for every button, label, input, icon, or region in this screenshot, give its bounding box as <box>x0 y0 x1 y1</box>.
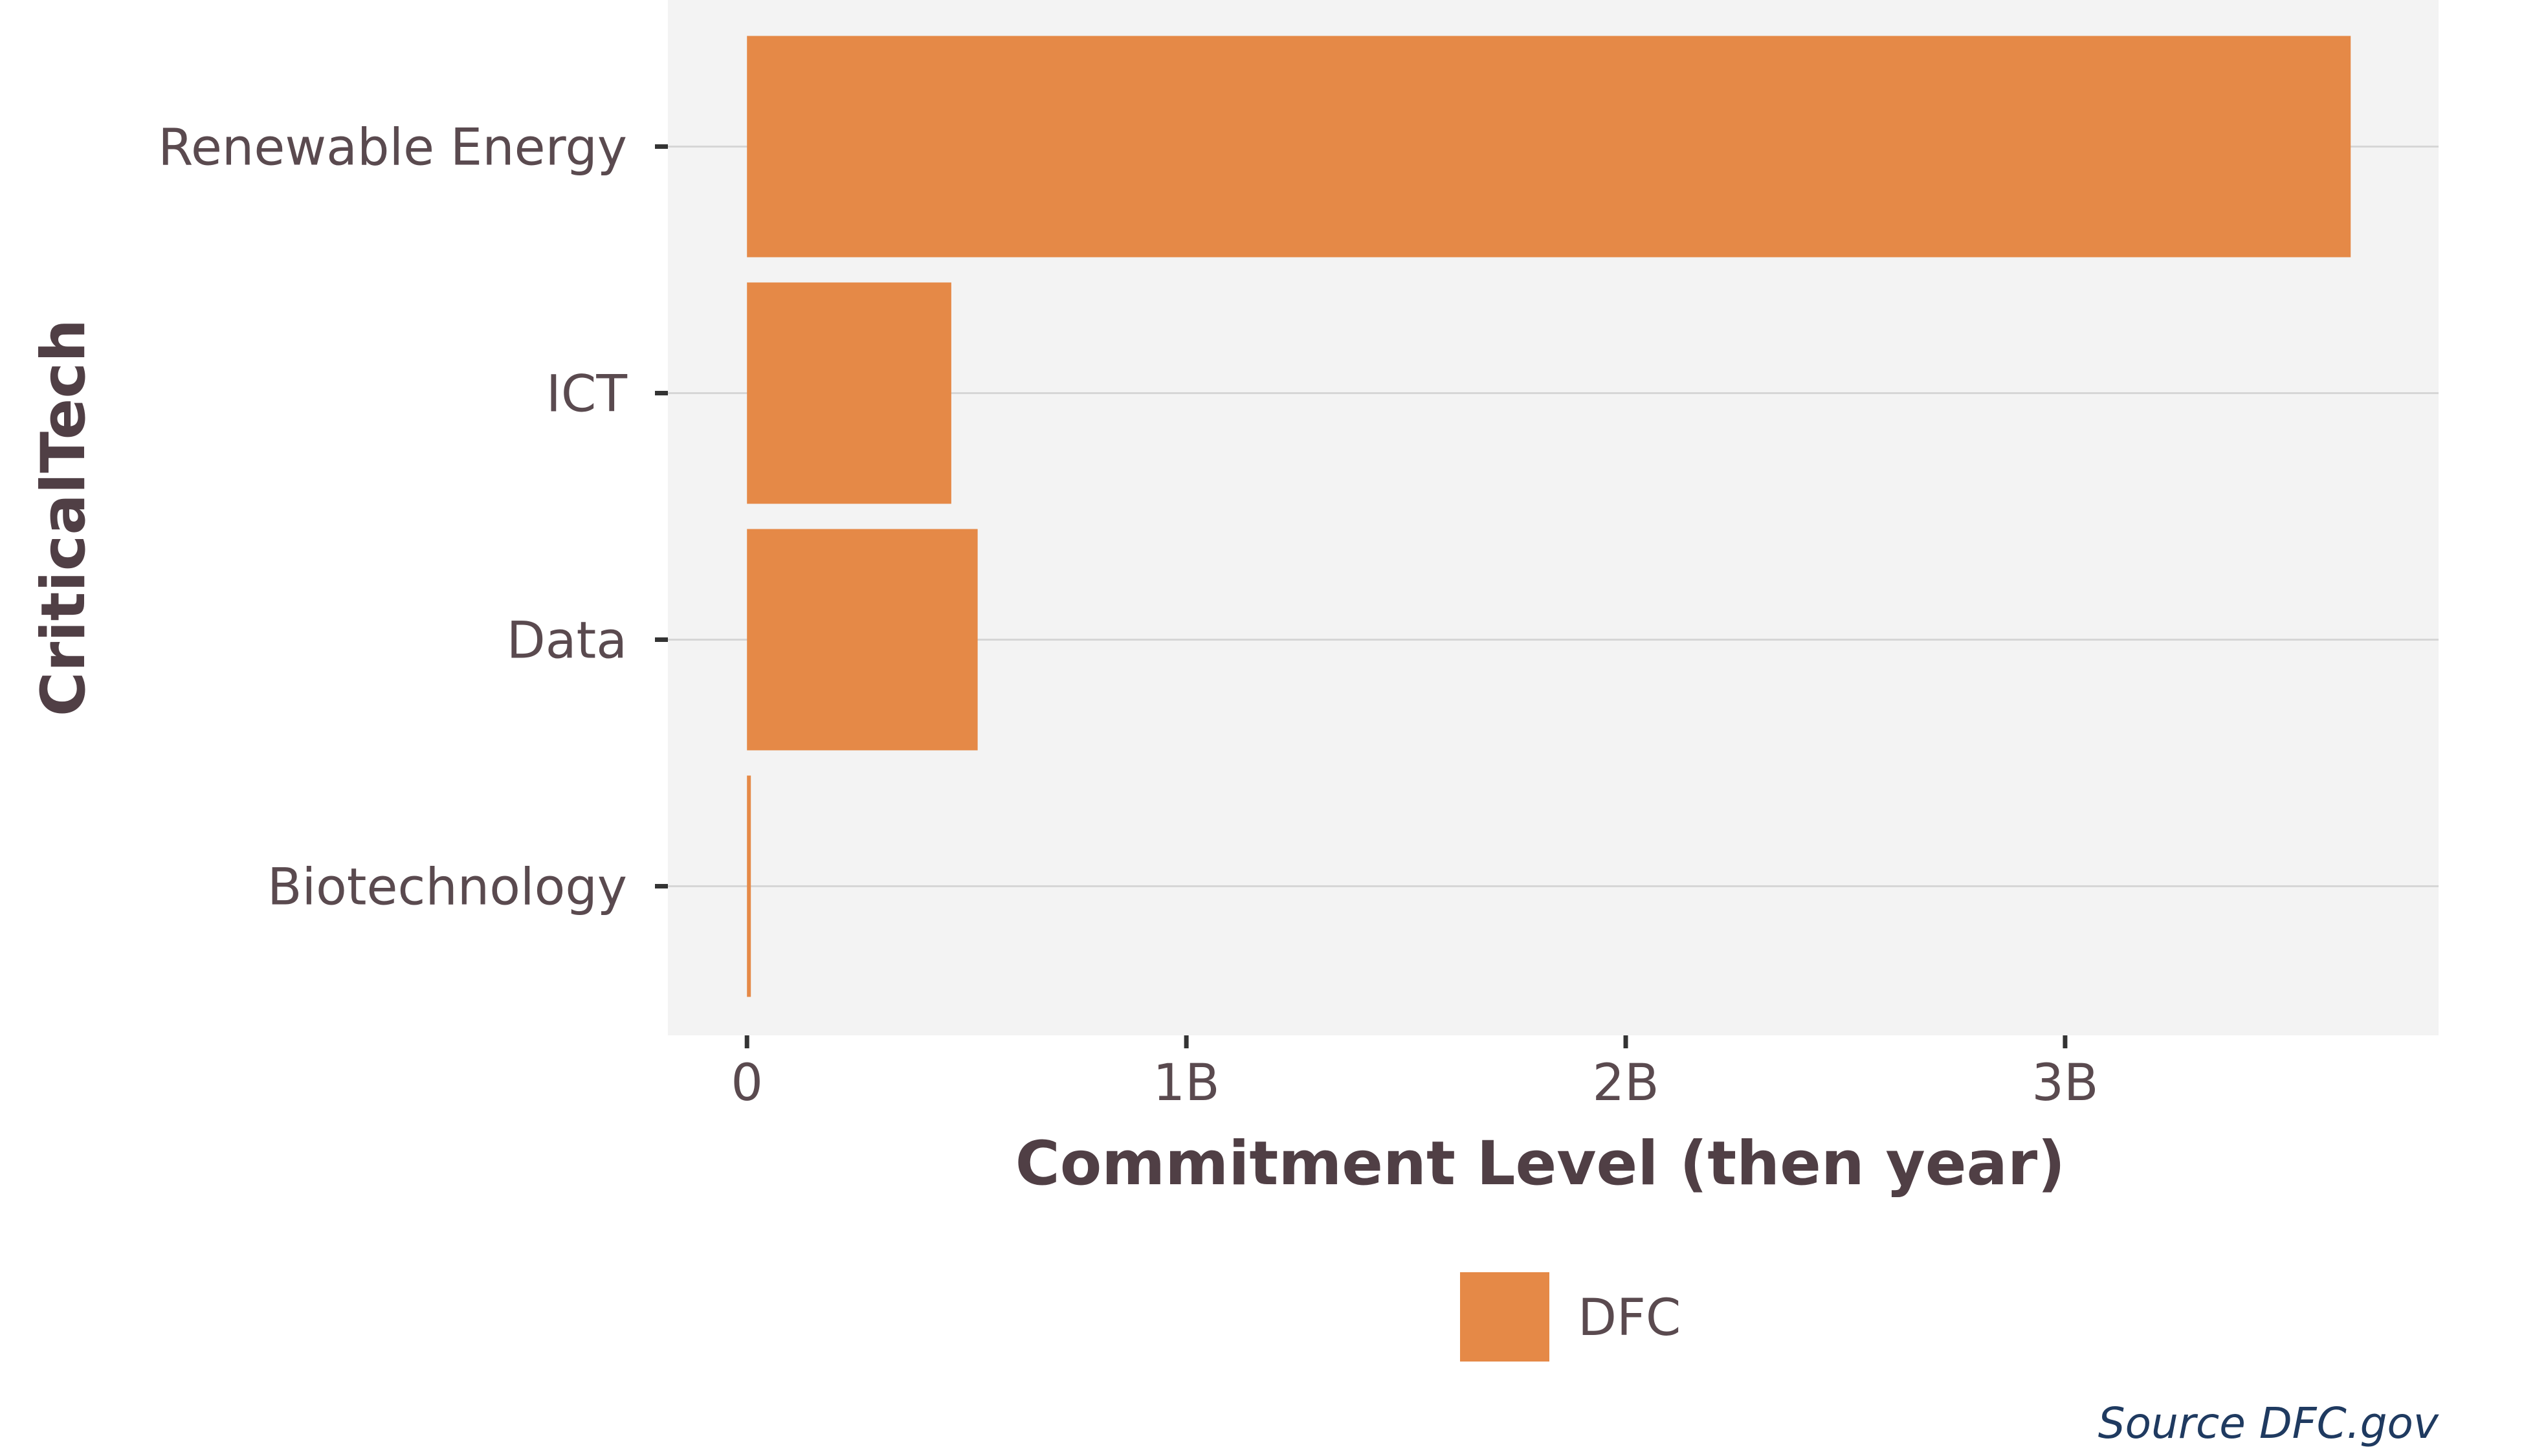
y-tick-label: Renewable Energy <box>158 119 627 177</box>
bars <box>747 36 2351 997</box>
y-tick-label: ICT <box>546 366 627 424</box>
source-caption: Source DFC.gov <box>2098 1398 2439 1448</box>
bar <box>747 36 2351 258</box>
y-tick-label: Data <box>507 612 627 670</box>
y-axis-ticks: Renewable Energy ICT Data Biotechnology <box>158 119 668 917</box>
legend-swatch-dfc <box>1460 1272 1549 1362</box>
bar <box>747 529 978 751</box>
bar <box>747 282 951 504</box>
legend-label-dfc: DFC <box>1578 1289 1681 1347</box>
x-tick-label: 3B <box>2031 1054 2098 1112</box>
y-axis-title: CriticalTech <box>28 319 99 716</box>
x-axis-ticks: 0 1B 2B 3B <box>731 1035 2098 1112</box>
x-tick-label: 1B <box>1153 1054 1220 1112</box>
x-axis-title: Commitment Level (then year) <box>1015 1129 2066 1199</box>
x-tick-label: 0 <box>731 1054 763 1112</box>
legend: DFC <box>1460 1272 1681 1362</box>
bar <box>747 775 751 997</box>
x-tick-label: 2B <box>1592 1054 1659 1112</box>
y-tick-label: Biotechnology <box>267 859 627 917</box>
